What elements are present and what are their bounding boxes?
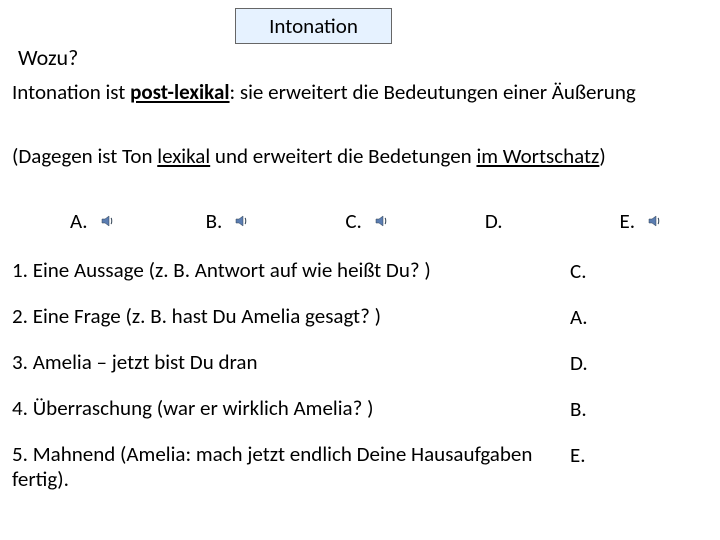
speaker-icon[interactable] [647,213,663,229]
speaker-icon[interactable] [234,213,250,229]
subtitle: Wozu? [18,44,78,71]
qa-row: 4. Überraschung (war er wirklich Amelia?… [12,396,700,422]
speaker-icon[interactable] [374,213,390,229]
qa-row: 2. Eine Frage (z. B. hast Du Amelia gesa… [12,304,700,330]
p2-pre: (Dagegen ist Ton [12,143,157,169]
answer-text: E. [554,442,700,468]
p2-u2: im Wortschatz [476,143,599,169]
qa-row: 5. Mahnend (Amelia: mach jetzt endlich D… [12,442,700,492]
title-box: Intonation [235,8,392,44]
title-text: Intonation [269,13,358,39]
question-text: 1. Eine Aussage (z. B. Antwort auf wie h… [12,258,554,283]
answer-text: C. [554,258,700,284]
option-d-label: D. [485,208,503,234]
option-c-label: C. [345,208,362,234]
option-a: A. [70,208,116,234]
option-e-label: E. [620,208,636,234]
answer-text: A. [554,304,700,330]
subtitle-text: Wozu? [18,44,78,71]
option-b: B. [206,208,251,234]
question-text: 3. Amelia – jetzt bist Du dran [12,350,554,375]
speaker-icon[interactable] [100,213,116,229]
paragraph-2: (Dagegen ist Ton lexikal und erweitert d… [12,144,606,169]
options-row: A. B. C. D. E. [70,208,700,234]
qa-row: 3. Amelia – jetzt bist Du dran D. [12,350,700,376]
question-text: 5. Mahnend (Amelia: mach jetzt endlich D… [12,442,554,492]
answer-text: B. [554,396,700,422]
p2-post: ) [599,143,605,169]
p1-bold: post-lexikal [130,79,229,105]
question-text: 2. Eine Frage (z. B. hast Du Amelia gesa… [12,304,554,329]
option-c: C. [345,208,390,234]
paragraph-1: Intonation ist post-lexikal: sie erweite… [12,80,636,105]
option-b-label: B. [206,208,223,234]
answer-text: D. [554,350,700,376]
option-a-label: A. [70,208,88,234]
qa-table: 1. Eine Aussage (z. B. Antwort auf wie h… [12,258,700,492]
option-e: E. [620,208,664,234]
p1-post: : sie erweitert die Bedeutungen einer Äu… [230,79,636,105]
p2-u1: lexikal [157,143,210,169]
option-d: D. [485,208,515,234]
question-text: 4. Überraschung (war er wirklich Amelia?… [12,396,554,421]
p1-pre: Intonation ist [12,79,130,105]
p2-mid: und erweitert die Bedetungen [210,143,476,169]
qa-row: 1. Eine Aussage (z. B. Antwort auf wie h… [12,258,700,284]
